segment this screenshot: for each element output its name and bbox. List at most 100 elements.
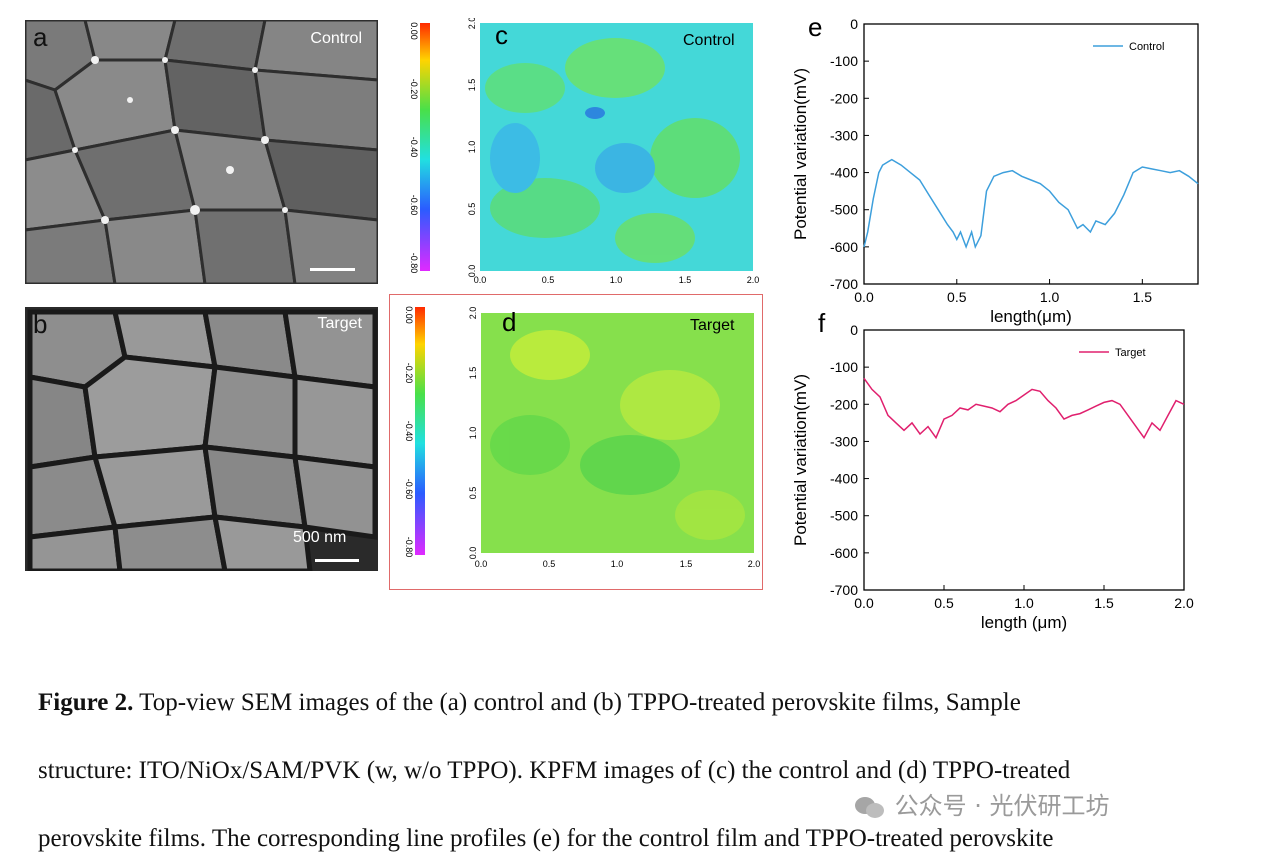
x-axis-label: length (μm) <box>981 613 1067 632</box>
caption-line-2: structure: ITO/NiOx/SAM/PVK (w, w/o TPPO… <box>38 757 1071 784</box>
y-tick-label: -200 <box>830 396 858 412</box>
y-tick-label: -200 <box>830 90 858 106</box>
sem-grain-texture-target <box>25 307 378 571</box>
x-tick-label: 1.0 <box>1040 289 1060 305</box>
watermark: 公众号 · 光伏研工坊 <box>855 786 1110 821</box>
colorbar-tick: 0.00 <box>409 22 419 40</box>
x-tick: 1.0 <box>611 559 624 569</box>
y-tick-label: -700 <box>830 276 858 292</box>
y-tick-label: 0 <box>850 322 858 338</box>
x-tick-label: 1.0 <box>1014 595 1034 611</box>
panel-letter-f: f <box>818 308 826 338</box>
y-tick: 2.0 <box>467 18 477 29</box>
x-tick-label: 1.5 <box>1133 289 1153 305</box>
x-tick: 0.0 <box>475 559 488 569</box>
sem-image-target: b Target 500 nm <box>25 307 378 571</box>
legend-label: Target <box>1115 347 1146 359</box>
scale-bar <box>310 268 355 271</box>
y-tick-label: -600 <box>830 239 858 255</box>
y-tick-label: 0 <box>850 16 858 32</box>
panel-letter-d: d <box>502 307 517 337</box>
panel-letter-a: a <box>33 22 48 52</box>
x-axis-label: length(μm) <box>990 307 1072 326</box>
y-tick: 1.0 <box>467 141 477 154</box>
x-tick-label: 0.0 <box>854 595 874 611</box>
y-tick: 1.0 <box>468 427 478 440</box>
y-tick: 1.5 <box>468 367 478 380</box>
y-tick-label: -300 <box>830 433 858 449</box>
x-tick-label: 0.0 <box>854 289 874 305</box>
colorbar-tick: -0.40 <box>409 137 419 158</box>
watermark-text: 公众号 · 光伏研工坊 <box>894 792 1110 820</box>
y-tick-label: -600 <box>830 545 858 561</box>
x-tick-label: 0.5 <box>934 595 954 611</box>
colorbar-tick: -0.60 <box>409 195 419 216</box>
y-tick: 1.5 <box>467 79 477 92</box>
colorbar <box>420 23 430 271</box>
x-tick: 1.0 <box>610 275 623 285</box>
y-tick-label: -300 <box>830 127 858 143</box>
sem-image-control: a Control <box>25 20 378 284</box>
y-tick: 0.0 <box>468 547 478 560</box>
panel-letter-b: b <box>33 309 48 339</box>
caption-label: Figure 2. <box>38 689 134 716</box>
x-tick: 2.0 <box>748 559 761 569</box>
line-chart-f: 0 -100 -200 -300 -400 -500 -600 -700 0.0 0.5 1.0 1.… <box>784 308 1204 638</box>
panel-tag-target: Target <box>690 317 735 334</box>
colorbar-tick: -0.80 <box>409 253 419 274</box>
plot-frame <box>863 23 1199 285</box>
wechat-icon <box>855 795 887 819</box>
x-tick-label: 0.5 <box>947 289 967 305</box>
panel-letter-e: e <box>808 12 823 42</box>
y-tick: 2.0 <box>468 307 478 320</box>
colorbar-tick: 0.00 <box>404 306 414 324</box>
kpfm-panel-target: 0.0 0.5 1.0 1.5 2.0 0.00 -0.20 -0.40 -0.60 -… <box>389 294 763 590</box>
panel-tag-control: Control <box>683 32 735 49</box>
kpfm-panel-control: 0.0 0.5 1.0 1.5 2.0 0.00 -0.20 -0.40 -0.60 -… <box>395 17 765 298</box>
sem-grain-texture-control <box>25 20 378 284</box>
line-chart-e: 0 -100 -200 -300 -400 -500 -600 -700 0.0 0.5 1.0 1.… <box>784 10 1204 330</box>
plot-frame <box>863 329 1185 591</box>
y-axis-label: Potential variation(mV) <box>791 68 810 240</box>
kpfm-svg-control: 0.0 0.5 1.0 1.5 2.0 0.00 -0.20 -0.40 -0.60 -… <box>409 17 760 285</box>
y-tick-label: -100 <box>830 53 858 69</box>
y-tick-label: -400 <box>830 471 858 487</box>
y-tick-label: -700 <box>830 582 858 598</box>
kpfm-xaxis-control: 0.0 0.5 1.0 1.5 2.0 <box>474 275 760 285</box>
x-tick: 0.0 <box>474 275 487 285</box>
kpfm-xaxis-target: 0.0 0.5 1.0 1.5 2.0 <box>475 559 761 569</box>
series-line <box>863 377 1185 440</box>
y-tick-label: -500 <box>830 508 858 524</box>
x-tick-label: 1.5 <box>1094 595 1114 611</box>
y-axis-label: Potential variation(mV) <box>791 374 810 546</box>
y-tick: 0.5 <box>468 487 478 500</box>
colorbar-tick: -0.60 <box>404 479 414 500</box>
caption-line-1: Figure 2. Top-view SEM images of the (a)… <box>38 686 1228 720</box>
x-tick: 2.0 <box>747 275 760 285</box>
caption-text-1: Top-view SEM images of the (a) control a… <box>133 689 1021 716</box>
colorbar-tick: -0.80 <box>404 537 414 558</box>
x-tick: 1.5 <box>679 275 692 285</box>
y-tick-label: -400 <box>830 165 858 181</box>
y-tick: 0.0 <box>467 265 477 278</box>
colorbar-tick: -0.20 <box>409 79 419 100</box>
y-tick-label: -100 <box>830 359 858 375</box>
panel-tag-target: Target <box>317 315 362 332</box>
x-tick: 0.5 <box>542 275 555 285</box>
caption-line-3: perovskite films. The corresponding line… <box>38 825 1054 852</box>
panel-letter-c: c <box>495 20 508 50</box>
colorbar <box>415 307 425 555</box>
scale-bar <box>315 559 359 562</box>
scale-bar-label: 500 nm <box>293 529 347 546</box>
x-tick: 1.5 <box>680 559 693 569</box>
figure-caption: Figure 2. Top-view SEM images of the (a)… <box>38 686 1228 856</box>
panel-tag-control: Control <box>310 30 362 47</box>
y-tick: 0.5 <box>467 203 477 216</box>
kpfm-svg-target: 0.0 0.5 1.0 1.5 2.0 0.00 -0.20 -0.40 -0.60 -… <box>404 306 761 569</box>
x-tick: 0.5 <box>543 559 556 569</box>
y-tick-label: -500 <box>830 202 858 218</box>
legend-label: Control <box>1129 41 1164 53</box>
series-line <box>863 158 1199 250</box>
x-tick-label: 2.0 <box>1174 595 1194 611</box>
